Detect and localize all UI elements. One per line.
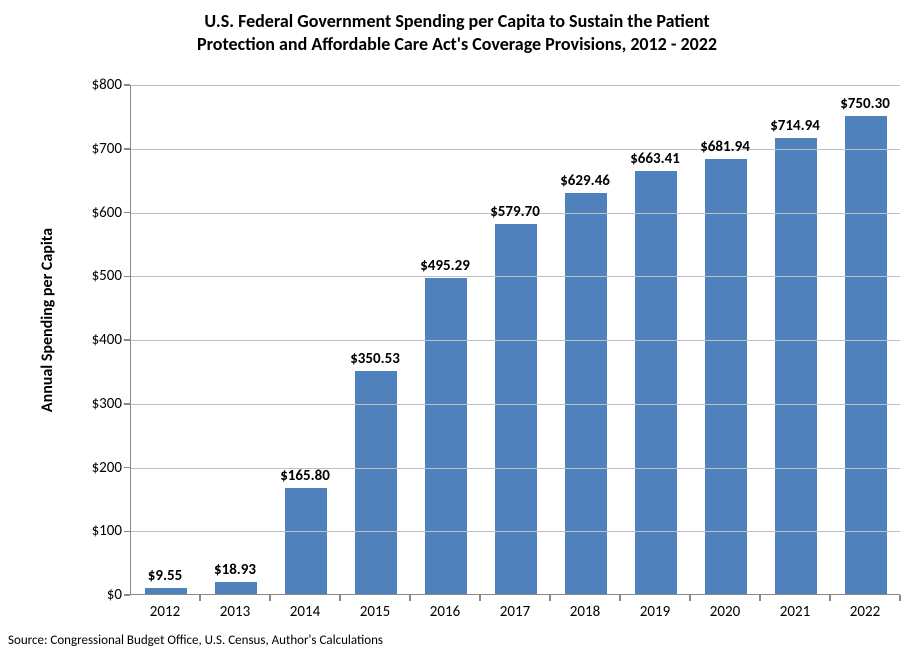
chart-title: U.S. Federal Government Spending per Cap… [0,10,914,55]
x-tick-label: 2022 [850,603,880,621]
bar [565,193,607,594]
x-tick-mark [339,595,341,601]
gridline [131,468,900,469]
bar-value-label: $750.30 [840,95,890,113]
bar [425,278,467,594]
y-tick-label: $100 [80,522,122,540]
gridline [131,340,900,341]
y-tick-label: $200 [80,459,122,477]
x-tick-label: 2021 [780,603,810,621]
bar-value-label: $350.53 [350,350,400,368]
x-tick-mark [689,595,691,601]
bar-value-label: $681.94 [700,138,750,156]
plot-area [130,85,900,595]
chart-title-line1: U.S. Federal Government Spending per Cap… [0,10,914,33]
y-axis-label: Annual Spending per Capita [38,195,57,445]
x-tick-mark [549,595,551,601]
bar-value-label: $495.29 [420,257,470,275]
bar [705,159,747,594]
y-tick-mark [124,84,130,86]
x-tick-mark [479,595,481,601]
x-tick-mark [269,595,271,601]
bar [495,224,537,594]
chart-title-line2: Protection and Affordable Care Act's Cov… [0,33,914,56]
x-tick-label: 2020 [710,603,740,621]
bar-value-label: $714.94 [770,117,820,135]
y-tick-label: $600 [80,204,122,222]
bar-value-label: $18.93 [214,561,256,579]
y-tick-label: $500 [80,267,122,285]
y-tick-mark [124,276,130,278]
y-tick-label: $700 [80,140,122,158]
bar [285,488,327,594]
y-tick-label: $0 [80,586,122,604]
y-tick-mark [124,594,130,596]
y-tick-label: $400 [80,331,122,349]
y-tick-mark [124,212,130,214]
x-tick-mark [759,595,761,601]
bar [845,116,887,594]
bar-value-label: $579.70 [490,203,540,221]
x-tick-mark [199,595,201,601]
x-tick-label: 2012 [150,603,180,621]
x-tick-mark [619,595,621,601]
source-attribution: Source: Congressional Budget Office, U.S… [8,633,383,648]
x-tick-label: 2015 [360,603,390,621]
gridline [131,149,900,150]
x-tick-mark [899,595,901,601]
bar-value-label: $9.55 [148,567,182,585]
x-tick-label: 2014 [290,603,320,621]
bar-value-label: $165.80 [280,467,330,485]
y-tick-mark [124,403,130,405]
x-tick-label: 2013 [220,603,250,621]
y-tick-label: $800 [80,76,122,94]
x-tick-label: 2018 [570,603,600,621]
x-tick-label: 2019 [640,603,670,621]
gridline [131,531,900,532]
bar-value-label: $663.41 [630,150,680,168]
bar-value-label: $629.46 [560,172,610,190]
chart-container: U.S. Federal Government Spending per Cap… [0,0,914,665]
x-tick-mark [829,595,831,601]
x-tick-label: 2016 [430,603,460,621]
x-tick-mark [409,595,411,601]
gridline [131,404,900,405]
bar [775,138,817,594]
x-tick-label: 2017 [500,603,530,621]
gridline [131,85,900,86]
bar [145,588,187,594]
bar [215,582,257,594]
y-tick-mark [124,467,130,469]
gridline [131,276,900,277]
y-tick-mark [124,339,130,341]
y-tick-mark [124,148,130,150]
y-tick-label: $300 [80,395,122,413]
y-tick-mark [124,531,130,533]
